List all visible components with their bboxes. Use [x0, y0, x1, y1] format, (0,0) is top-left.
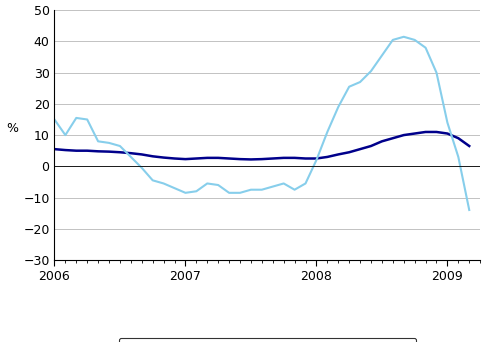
Poltto- ja voiteluaineet: [368, 69, 374, 73]
Y-axis label: %: %: [6, 122, 18, 135]
Kokonaisindeksi: [270, 156, 276, 160]
Poltto- ja voiteluaineet: [172, 186, 178, 190]
Poltto- ja voiteluaineet: [128, 155, 134, 159]
Kokonaisindeksi: [357, 147, 363, 151]
Kokonaisindeksi: [445, 131, 450, 135]
Kokonaisindeksi: [226, 156, 232, 160]
Poltto- ja voiteluaineet: [248, 188, 254, 192]
Poltto- ja voiteluaineet: [117, 144, 123, 148]
Poltto- ja voiteluaineet: [302, 181, 308, 185]
Kokonaisindeksi: [346, 150, 352, 154]
Kokonaisindeksi: [466, 144, 472, 148]
Kokonaisindeksi: [401, 133, 407, 137]
Poltto- ja voiteluaineet: [73, 116, 79, 120]
Poltto- ja voiteluaineet: [194, 189, 199, 193]
Poltto- ja voiteluaineet: [51, 117, 57, 121]
Kokonaisindeksi: [292, 156, 297, 160]
Poltto- ja voiteluaineet: [226, 191, 232, 195]
Kokonaisindeksi: [259, 157, 265, 161]
Poltto- ja voiteluaineet: [434, 71, 440, 75]
Kokonaisindeksi: [161, 156, 167, 160]
Poltto- ja voiteluaineet: [84, 117, 90, 121]
Poltto- ja voiteluaineet: [215, 183, 221, 187]
Kokonaisindeksi: [215, 156, 221, 160]
Line: Poltto- ja voiteluaineet: Poltto- ja voiteluaineet: [54, 37, 469, 210]
Poltto- ja voiteluaineet: [412, 38, 418, 42]
Kokonaisindeksi: [335, 153, 341, 157]
Legend: Kokonaisindeksi, Poltto- ja voiteluaineet: Kokonaisindeksi, Poltto- ja voiteluainee…: [119, 338, 416, 342]
Kokonaisindeksi: [281, 156, 287, 160]
Kokonaisindeksi: [423, 130, 429, 134]
Poltto- ja voiteluaineet: [259, 188, 265, 192]
Poltto- ja voiteluaineet: [62, 133, 68, 137]
Kokonaisindeksi: [73, 149, 79, 153]
Kokonaisindeksi: [139, 153, 145, 157]
Poltto- ja voiteluaineet: [281, 181, 287, 185]
Poltto- ja voiteluaineet: [270, 185, 276, 189]
Poltto- ja voiteluaineet: [324, 130, 330, 134]
Poltto- ja voiteluaineet: [379, 53, 385, 57]
Kokonaisindeksi: [149, 154, 155, 158]
Kokonaisindeksi: [128, 151, 134, 155]
Line: Kokonaisindeksi: Kokonaisindeksi: [54, 132, 469, 159]
Poltto- ja voiteluaineet: [183, 191, 189, 195]
Kokonaisindeksi: [117, 150, 123, 154]
Poltto- ja voiteluaineet: [313, 158, 319, 162]
Kokonaisindeksi: [302, 156, 308, 160]
Poltto- ja voiteluaineet: [149, 178, 155, 182]
Kokonaisindeksi: [379, 139, 385, 143]
Poltto- ja voiteluaineet: [292, 188, 297, 192]
Poltto- ja voiteluaineet: [95, 139, 101, 143]
Kokonaisindeksi: [324, 155, 330, 159]
Kokonaisindeksi: [172, 156, 178, 160]
Poltto- ja voiteluaineet: [335, 105, 341, 109]
Poltto- ja voiteluaineet: [237, 191, 243, 195]
Kokonaisindeksi: [248, 157, 254, 161]
Kokonaisindeksi: [204, 156, 210, 160]
Kokonaisindeksi: [313, 156, 319, 160]
Kokonaisindeksi: [434, 130, 440, 134]
Poltto- ja voiteluaineet: [390, 38, 396, 42]
Poltto- ja voiteluaineet: [106, 141, 112, 145]
Poltto- ja voiteluaineet: [161, 181, 167, 185]
Poltto- ja voiteluaineet: [139, 166, 145, 170]
Kokonaisindeksi: [368, 144, 374, 148]
Kokonaisindeksi: [194, 156, 199, 160]
Poltto- ja voiteluaineet: [466, 208, 472, 212]
Poltto- ja voiteluaineet: [423, 46, 429, 50]
Poltto- ja voiteluaineet: [455, 155, 461, 159]
Kokonaisindeksi: [95, 149, 101, 153]
Poltto- ja voiteluaineet: [346, 85, 352, 89]
Poltto- ja voiteluaineet: [445, 121, 450, 125]
Kokonaisindeksi: [390, 136, 396, 140]
Kokonaisindeksi: [62, 148, 68, 152]
Kokonaisindeksi: [237, 157, 243, 161]
Kokonaisindeksi: [84, 149, 90, 153]
Poltto- ja voiteluaineet: [401, 35, 407, 39]
Kokonaisindeksi: [51, 147, 57, 151]
Kokonaisindeksi: [183, 157, 189, 161]
Kokonaisindeksi: [412, 131, 418, 135]
Kokonaisindeksi: [455, 136, 461, 140]
Kokonaisindeksi: [106, 149, 112, 154]
Poltto- ja voiteluaineet: [204, 181, 210, 185]
Poltto- ja voiteluaineet: [357, 80, 363, 84]
